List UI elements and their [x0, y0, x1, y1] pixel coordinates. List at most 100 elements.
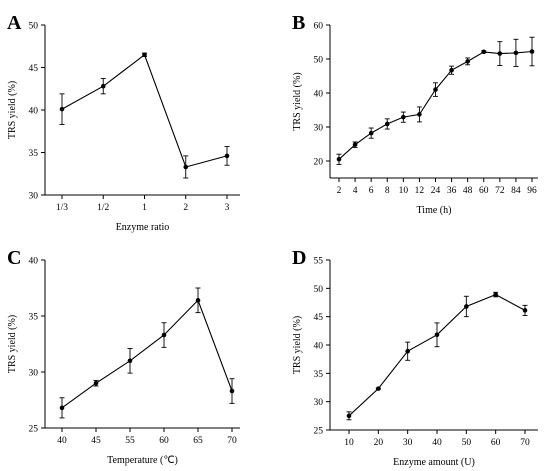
x-tick-label: 6: [369, 186, 374, 196]
x-tick-label: 20: [374, 438, 384, 448]
data-point: [434, 332, 440, 338]
x-tick-label: 60: [491, 438, 501, 448]
x-tick-label: 48: [463, 186, 473, 196]
x-tick-label: 2: [183, 203, 188, 213]
series-line: [338, 50, 533, 160]
chart-panel-d: D 25 30 35 40 45 50 55 10 20 30 40 50 60 70 Enzyme amou…: [292, 247, 538, 468]
x-axis-title: Temperature (℃): [107, 455, 178, 466]
data-point: [368, 130, 374, 136]
data-point: [465, 59, 470, 64]
data-point: [59, 106, 65, 112]
x-tick-label: 60: [479, 186, 489, 196]
y-axis-title: TRS yield (%): [7, 81, 18, 139]
y-tick-label: 60: [314, 22, 324, 32]
x-tick-label: 10: [399, 186, 409, 196]
y-tick-label: 35: [29, 149, 39, 159]
data-point: [417, 112, 422, 117]
y-tick-label: 55: [314, 257, 324, 267]
y-tick-label: 50: [314, 56, 324, 66]
data-point: [59, 405, 65, 411]
y-tick-label: 30: [314, 124, 324, 134]
data-point: [100, 83, 106, 89]
panel-label: D: [292, 247, 306, 269]
x-tick-label: 24: [431, 186, 441, 196]
x-tick-label: 40: [57, 436, 67, 446]
panel-label: B: [292, 12, 305, 34]
x-axis-title: Enzyme ratio: [116, 222, 170, 233]
x-tick-label: 10: [344, 438, 354, 448]
y-tick-label: 40: [314, 342, 324, 352]
data-point: [481, 49, 487, 55]
panel-label: C: [7, 247, 21, 269]
data-point: [513, 50, 519, 56]
x-axis-title: Time (h): [417, 205, 452, 216]
y-axis-title: TRS yield (%): [292, 316, 303, 374]
y-tick-label: 45: [29, 64, 39, 74]
y-tick-label: 40: [29, 107, 39, 117]
series-line: [61, 53, 228, 168]
x-tick-label: 12: [415, 186, 425, 196]
y-tick-label: 35: [29, 313, 39, 323]
data-point: [142, 52, 147, 58]
y-tick-label: 35: [314, 370, 324, 380]
data-point: [405, 348, 410, 354]
x-axis-title: Enzyme amount (U): [393, 457, 475, 468]
data-point: [376, 386, 381, 391]
data-point: [224, 153, 230, 159]
chart-panel-a: A 30 35 40 45 50 1/3 1/2 1 2 3 Enzyme ratio TRS yiel…: [7, 12, 240, 233]
x-tick-label: 4: [353, 186, 358, 196]
y-tick-label: 30: [314, 398, 324, 408]
series-line: [61, 299, 233, 409]
panel-label: A: [7, 12, 22, 34]
data-point: [336, 157, 342, 162]
data-point: [346, 413, 352, 419]
data-point: [93, 380, 99, 386]
y-tick-label: 25: [29, 425, 39, 435]
x-tick-label: 72: [495, 186, 505, 196]
data-point: [229, 388, 235, 394]
data-point: [401, 114, 406, 120]
y-tick-label: 45: [314, 313, 324, 323]
data-point: [195, 298, 201, 303]
series-line: [348, 293, 526, 417]
x-tick-label: 8: [385, 186, 390, 196]
y-tick-label: 20: [314, 158, 324, 168]
x-tick-label: 50: [462, 438, 472, 448]
x-tick-label: 1/3: [56, 203, 68, 213]
data-point: [183, 164, 189, 170]
y-axis-title: TRS yield (%): [292, 72, 303, 130]
x-tick-label: 2: [337, 186, 342, 196]
data-point: [464, 304, 469, 309]
x-tick-label: 60: [159, 436, 169, 446]
y-tick-label: 50: [29, 22, 39, 32]
x-tick-label: 96: [527, 186, 537, 196]
x-tick-label: 1/2: [97, 203, 109, 213]
x-tick-label: 40: [432, 438, 442, 448]
chart-panel-c: C 25 30 35 40 40 45 55 60 65 70 Temperature (℃) TRS …: [7, 247, 240, 466]
y-axis-title: TRS yield (%): [7, 315, 18, 373]
y-tick-label: 30: [29, 192, 39, 202]
x-tick-label: 84: [511, 186, 521, 196]
x-tick-label: 70: [520, 438, 530, 448]
y-tick-label: 50: [314, 285, 324, 295]
x-tick-label: 1: [142, 203, 147, 213]
data-point: [384, 121, 390, 127]
data-point: [522, 308, 528, 313]
x-tick-label: 3: [225, 203, 230, 213]
data-point: [497, 51, 503, 56]
data-point: [161, 332, 167, 338]
y-tick-label: 40: [29, 257, 39, 267]
x-tick-label: 70: [227, 436, 237, 446]
data-point: [493, 292, 498, 297]
data-point: [449, 67, 454, 73]
data-point: [529, 49, 535, 54]
y-tick-label: 30: [29, 369, 39, 379]
x-tick-label: 30: [403, 438, 413, 448]
x-tick-label: 65: [193, 436, 203, 446]
data-point: [433, 87, 438, 92]
x-tick-label: 45: [91, 436, 101, 446]
x-tick-label: 55: [125, 436, 135, 446]
data-point: [127, 358, 133, 364]
